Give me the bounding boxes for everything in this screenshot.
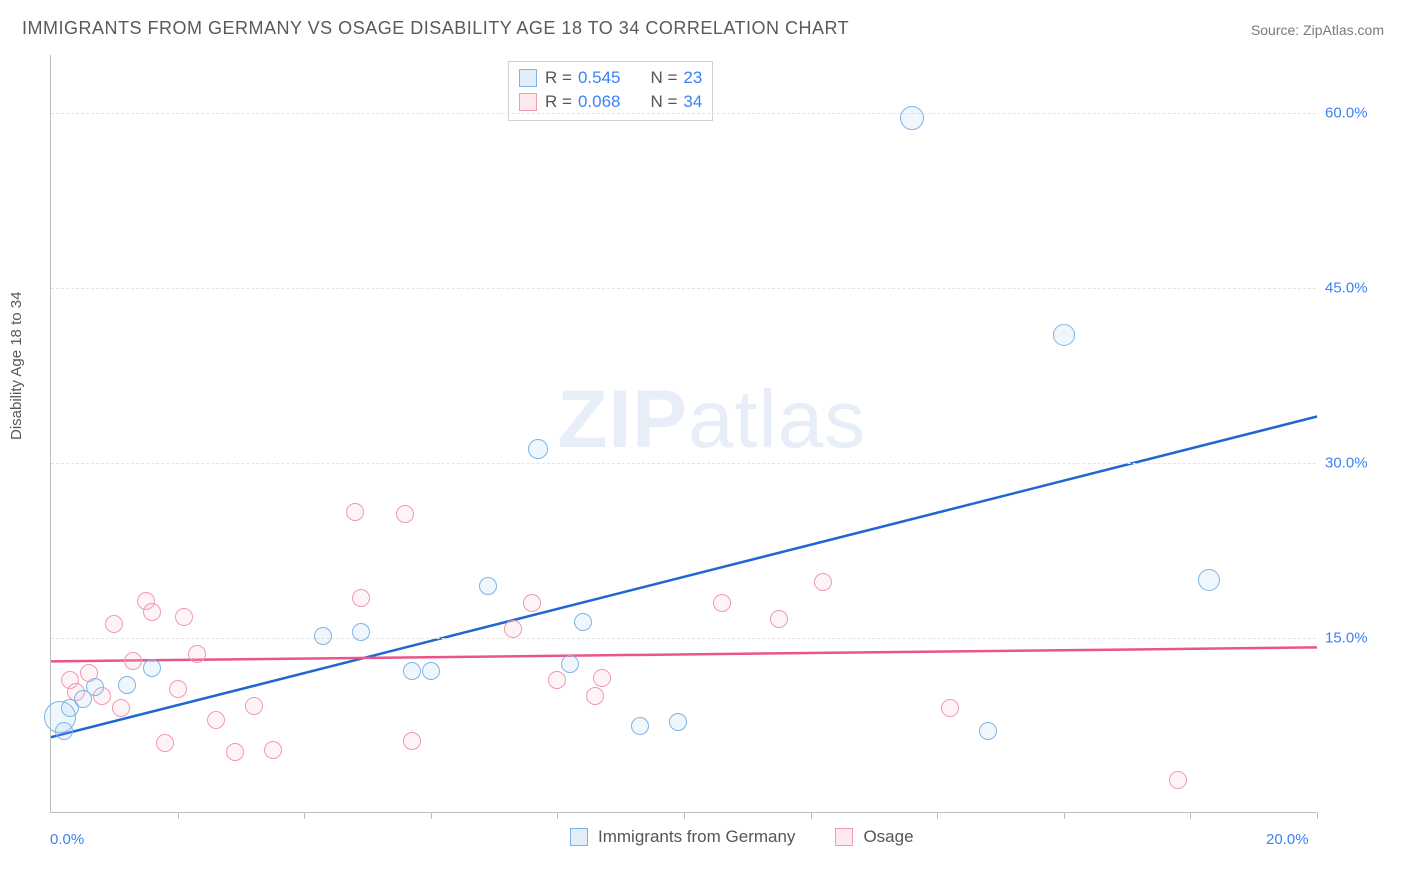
data-point [941,699,959,717]
data-point [245,697,263,715]
legend-swatch [519,93,537,111]
data-point [574,613,592,631]
source-prefix: Source: [1251,22,1303,38]
x-tick [431,812,432,819]
legend-swatch [519,69,537,87]
legend-item: Immigrants from Germany [570,827,795,847]
gridline [51,463,1316,464]
data-point [1169,771,1187,789]
y-tick-label: 15.0% [1325,630,1368,647]
data-point [403,732,421,750]
data-point [1053,324,1075,346]
y-axis-label: Disability Age 18 to 34 [8,292,25,440]
x-tick [304,812,305,819]
data-point [143,603,161,621]
x-tick [684,812,685,819]
data-point [352,589,370,607]
x-tick [937,812,938,819]
watermark-rest: atlas [688,374,866,465]
data-point [900,106,924,130]
trendlines-layer [51,55,1317,813]
gridline [51,638,1316,639]
x-tick [1317,812,1318,819]
data-point [118,676,136,694]
legend-n: N = 23 [650,68,702,88]
data-point [669,713,687,731]
legend-r: R = 0.545 [545,68,620,88]
data-point [264,741,282,759]
x-tick [178,812,179,819]
legend-swatch [570,828,588,846]
legend-swatch [835,828,853,846]
x-tick [1190,812,1191,819]
data-point [124,652,142,670]
data-point [169,680,187,698]
data-point [504,620,522,638]
y-tick-label: 60.0% [1325,105,1368,122]
trendline [51,417,1317,738]
data-point [1198,569,1220,591]
data-point [528,439,548,459]
data-point [314,627,332,645]
data-point [422,662,440,680]
gridline [51,288,1316,289]
legend-label: Immigrants from Germany [598,827,795,847]
legend-n: N = 34 [650,92,702,112]
source-attribution: Source: ZipAtlas.com [1251,22,1384,38]
data-point [346,503,364,521]
legend-series: Immigrants from Germany Osage [570,827,914,847]
source-value: ZipAtlas.com [1303,22,1384,38]
x-tick [1064,812,1065,819]
data-point [55,722,73,740]
data-point [548,671,566,689]
data-point [523,594,541,612]
legend-stats-row: R = 0.068 N = 34 [519,90,702,114]
legend-label: Osage [863,827,913,847]
data-point [403,662,421,680]
data-point [112,699,130,717]
x-tick [557,812,558,819]
legend-stats: R = 0.545 N = 23 R = 0.068 N = 34 [508,61,713,121]
watermark-bold: ZIP [557,374,688,465]
data-point [86,678,104,696]
data-point [396,505,414,523]
data-point [631,717,649,735]
data-point [143,659,161,677]
y-tick-label: 30.0% [1325,455,1368,472]
watermark: ZIPatlas [557,373,866,467]
y-tick-label: 45.0% [1325,280,1368,297]
data-point [586,687,604,705]
chart-title: IMMIGRANTS FROM GERMANY VS OSAGE DISABIL… [22,18,849,39]
data-point [352,623,370,641]
data-point [770,610,788,628]
data-point [593,669,611,687]
data-point [713,594,731,612]
data-point [814,573,832,591]
plot-area: ZIPatlas R = 0.545N = 23R = 0.068N = 34 … [50,55,1316,813]
data-point [175,608,193,626]
gridline [51,113,1316,114]
data-point [226,743,244,761]
data-point [188,645,206,663]
legend-stats-row: R = 0.545 N = 23 [519,66,702,90]
data-point [979,722,997,740]
legend-item: Osage [835,827,913,847]
data-point [479,577,497,595]
x-tick [811,812,812,819]
data-point [561,655,579,673]
data-point [207,711,225,729]
x-tick-label: 0.0% [50,831,84,848]
legend-r: R = 0.068 [545,92,620,112]
data-point [156,734,174,752]
trendline [51,647,1317,661]
x-tick-label: 20.0% [1266,831,1309,848]
chart-container: IMMIGRANTS FROM GERMANY VS OSAGE DISABIL… [0,0,1406,892]
data-point [105,615,123,633]
